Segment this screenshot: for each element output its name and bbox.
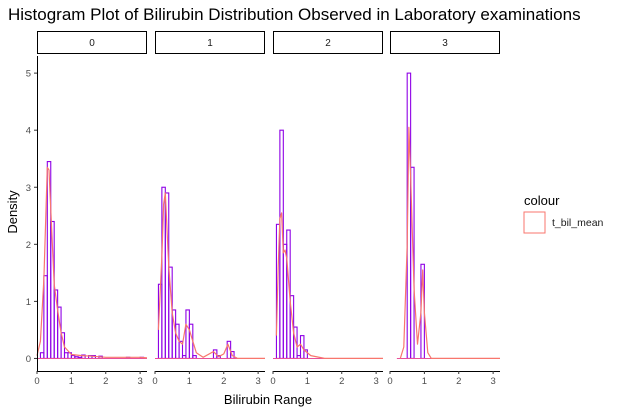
x-tick-label: 0 xyxy=(387,376,392,387)
facet-strip-label: 2 xyxy=(325,38,331,49)
facet-strip-label: 0 xyxy=(89,38,95,49)
facet-panel-2: 2 0 1 2 3 xyxy=(270,31,383,387)
x-tick-label: 0 xyxy=(34,376,39,387)
x-tick-label: 0 xyxy=(270,376,275,387)
x-tick-label: 3 xyxy=(490,376,495,387)
facet-panel-1: 1 0 1 2 3 xyxy=(152,31,265,387)
facet-strip-label: 3 xyxy=(442,38,448,49)
x-tick-label: 2 xyxy=(339,376,344,387)
facet-strip-label: 1 xyxy=(207,38,213,49)
x-tick-label: 3 xyxy=(255,376,260,387)
x-tick-label: 3 xyxy=(373,376,378,387)
y-tick-label: 2 xyxy=(26,240,31,251)
facet-panel-3: 3 0 1 2 3 xyxy=(387,31,500,387)
y-tick-label: 4 xyxy=(26,126,31,137)
legend-entries: t_bil_mean xyxy=(523,211,604,234)
facet-panel-0: 0 0 1 2 3 xyxy=(34,31,148,387)
x-tick-label: 1 xyxy=(187,376,192,387)
density-line xyxy=(399,126,500,359)
legend-key xyxy=(523,211,546,234)
x-tick-label: 2 xyxy=(456,376,461,387)
x-tick-label: 2 xyxy=(103,376,108,387)
density-line xyxy=(157,192,265,359)
facet-strip xyxy=(390,31,500,54)
legend: colour t_bil_mean xyxy=(523,193,604,234)
y-axis: 0 1 2 3 4 5 xyxy=(26,56,38,371)
y-tick-label: 3 xyxy=(26,183,31,194)
x-tick-label: 3 xyxy=(137,376,142,387)
legend-label: t_bil_mean xyxy=(552,217,604,229)
legend-title: colour xyxy=(524,193,560,208)
facet-strip xyxy=(37,31,147,54)
y-tick-label: 0 xyxy=(26,354,31,365)
x-tick-label: 0 xyxy=(152,376,157,387)
facet-panels: 00 1 2 310 1 2 320 1 2 330 1 2 3 xyxy=(34,31,500,387)
y-tick-label: 5 xyxy=(26,69,31,80)
facet-strip xyxy=(273,31,383,54)
density-line xyxy=(36,166,148,359)
x-tick-label: 1 xyxy=(422,376,427,387)
y-axis-title: Density xyxy=(5,190,20,234)
x-tick-label: 2 xyxy=(221,376,226,387)
x-tick-label: 1 xyxy=(69,376,74,387)
chart-title: Histogram Plot of Bilirubin Distribution… xyxy=(8,5,581,24)
x-axis-title: Bilirubin Range xyxy=(224,392,312,407)
y-tick-label: 1 xyxy=(26,297,31,308)
density-line xyxy=(275,212,383,359)
facet-strip xyxy=(155,31,265,54)
x-tick-label: 1 xyxy=(305,376,310,387)
